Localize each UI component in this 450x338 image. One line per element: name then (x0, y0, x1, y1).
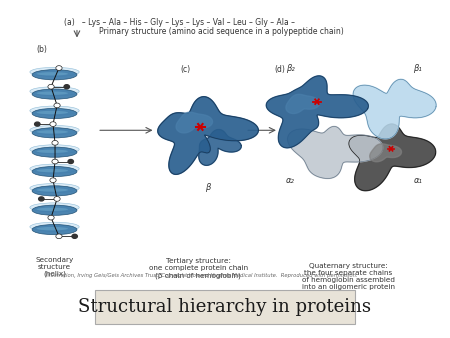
Circle shape (68, 160, 73, 164)
Circle shape (50, 122, 56, 126)
Text: β₂: β₂ (286, 64, 295, 73)
Circle shape (52, 141, 58, 145)
Ellipse shape (30, 222, 79, 232)
Circle shape (48, 215, 54, 220)
Ellipse shape (36, 150, 68, 153)
Ellipse shape (36, 169, 68, 172)
Ellipse shape (36, 92, 68, 95)
Text: Primary structure (amino acid sequence in a polypeptide chain): Primary structure (amino acid sequence i… (99, 27, 344, 36)
Polygon shape (288, 126, 383, 178)
Ellipse shape (30, 184, 79, 193)
Circle shape (52, 159, 58, 164)
Circle shape (56, 66, 62, 70)
Circle shape (39, 197, 44, 201)
Polygon shape (266, 76, 369, 148)
Polygon shape (349, 124, 436, 191)
Text: Structural hierarchy in proteins: Structural hierarchy in proteins (78, 298, 372, 316)
Text: Illustration, Irving Geis/Geis Archives Trust. Copyright Howard Hughes Medical I: Illustration, Irving Geis/Geis Archives … (45, 272, 357, 277)
Text: β₁: β₁ (414, 64, 422, 73)
Ellipse shape (32, 108, 77, 119)
Ellipse shape (30, 164, 79, 173)
Polygon shape (158, 97, 258, 174)
Circle shape (54, 103, 60, 108)
Polygon shape (176, 112, 212, 133)
Ellipse shape (36, 188, 68, 192)
Text: β: β (205, 183, 210, 192)
Ellipse shape (32, 70, 77, 80)
Ellipse shape (36, 130, 68, 134)
Ellipse shape (30, 67, 79, 77)
Circle shape (35, 122, 40, 126)
Text: (c): (c) (180, 65, 190, 74)
Circle shape (48, 84, 54, 89)
Ellipse shape (30, 125, 79, 135)
Ellipse shape (30, 145, 79, 154)
Text: Secondary
structure
(helix): Secondary structure (helix) (36, 257, 74, 277)
Polygon shape (353, 79, 436, 139)
Ellipse shape (32, 224, 77, 235)
Ellipse shape (32, 205, 77, 215)
Ellipse shape (36, 208, 68, 211)
Polygon shape (370, 144, 401, 162)
Ellipse shape (32, 89, 77, 99)
Ellipse shape (32, 147, 77, 157)
Circle shape (54, 197, 60, 201)
Ellipse shape (32, 186, 77, 196)
Text: (b): (b) (36, 45, 47, 54)
Ellipse shape (30, 203, 79, 212)
Circle shape (72, 234, 77, 238)
Text: (d): (d) (274, 65, 285, 74)
Text: Tertiary structure:
one complete protein chain
(β chain of hemoglobin): Tertiary structure: one complete protein… (148, 258, 248, 279)
Circle shape (64, 85, 69, 89)
Circle shape (56, 234, 62, 239)
FancyBboxPatch shape (95, 290, 355, 324)
Polygon shape (286, 94, 320, 114)
Text: α₂: α₂ (286, 176, 295, 185)
Polygon shape (199, 129, 241, 165)
Text: (a)   – Lys – Ala – His – Gly – Lys – Lys – Val – Leu – Gly – Ala –: (a) – Lys – Ala – His – Gly – Lys – Lys … (63, 18, 294, 27)
Circle shape (50, 178, 56, 183)
Ellipse shape (32, 166, 77, 177)
Text: Quaternary structure:
the four separate chains
of hemoglobin assembled
into an o: Quaternary structure: the four separate … (302, 263, 395, 290)
Ellipse shape (30, 106, 79, 115)
Ellipse shape (32, 128, 77, 138)
Text: α₁: α₁ (414, 176, 422, 185)
Ellipse shape (36, 72, 68, 75)
Ellipse shape (36, 111, 68, 114)
Ellipse shape (30, 87, 79, 96)
Ellipse shape (36, 227, 68, 230)
